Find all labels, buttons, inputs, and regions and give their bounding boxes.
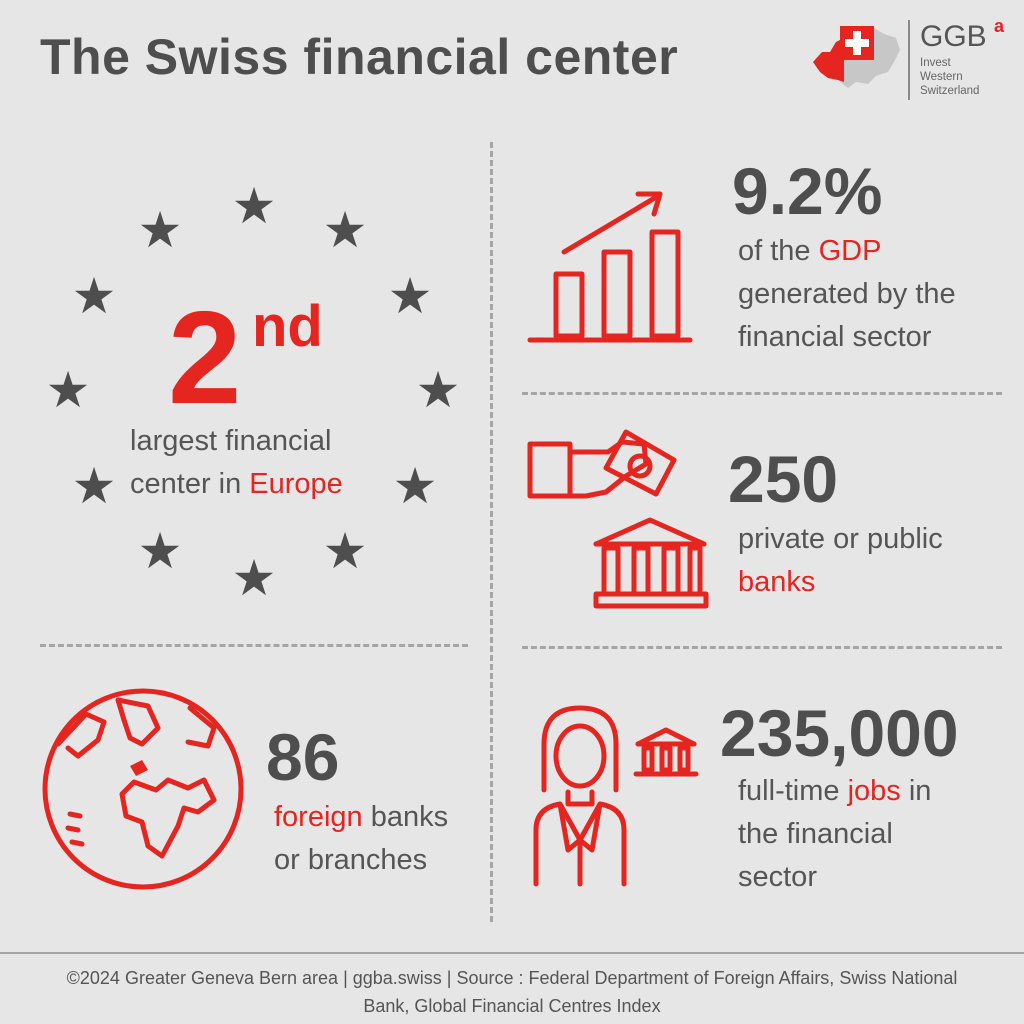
rank-number: 2 bbox=[168, 284, 242, 431]
foreign-line: or branches bbox=[274, 844, 428, 876]
employee-bank-icon bbox=[533, 705, 699, 887]
rank-suffix: nd bbox=[252, 294, 323, 359]
rank-line: center in Europe bbox=[130, 468, 343, 500]
europe-highlight: Europe bbox=[249, 468, 343, 500]
star-icon: ★ bbox=[231, 550, 277, 606]
foreign-highlight: foreign bbox=[274, 801, 363, 833]
foreign-description: foreign banks or branches bbox=[274, 796, 448, 882]
star-icon: ★ bbox=[415, 362, 461, 418]
star-icon: ★ bbox=[71, 268, 117, 324]
star-icon: ★ bbox=[137, 202, 183, 258]
logo-divider bbox=[908, 20, 910, 100]
jobs-description: full-time jobs in the financial sector bbox=[738, 770, 931, 899]
ggba-logo[interactable]: GGB a Invest Western Switzerland bbox=[808, 16, 1008, 106]
gdp-line: financial sector bbox=[738, 321, 932, 353]
swiss-map-logo-icon bbox=[813, 26, 900, 88]
jobs-value: 235,000 bbox=[720, 696, 959, 770]
hand-money-bank-icon bbox=[527, 429, 709, 609]
footer-line: ©2024 Greater Geneva Bern area | ggba.sw… bbox=[66, 968, 958, 988]
star-icon: ★ bbox=[387, 268, 433, 324]
star-icon: ★ bbox=[45, 362, 91, 418]
rank-line: largest financial bbox=[130, 425, 332, 457]
vertical-divider bbox=[490, 142, 493, 922]
rank-description: largest financial center in Europe bbox=[130, 420, 343, 506]
banks-highlight: banks bbox=[738, 566, 816, 598]
horizontal-divider bbox=[522, 646, 1002, 649]
banks-value: 250 bbox=[728, 442, 839, 516]
logo-tagline: Invest Western Switzerland bbox=[920, 56, 1010, 98]
star-icon: ★ bbox=[71, 458, 117, 514]
foreign-value: 86 bbox=[266, 720, 340, 794]
gdp-line: generated by the bbox=[738, 278, 956, 310]
logo-brand-text: GGB bbox=[920, 20, 987, 53]
logo-tagline-line: Switzerland bbox=[920, 85, 980, 97]
jobs-highlight: jobs bbox=[847, 775, 901, 807]
banks-line: banks bbox=[738, 561, 943, 604]
gdp-line: of the GDP bbox=[738, 235, 882, 267]
banks-line: private or public bbox=[738, 523, 943, 555]
jobs-line: full-time jobs in bbox=[738, 775, 932, 807]
horizontal-divider bbox=[522, 392, 1002, 395]
gdp-value: 9.2% bbox=[732, 154, 883, 228]
gdp-description: of the GDP generated by the financial se… bbox=[738, 230, 956, 359]
jobs-line: sector bbox=[738, 861, 817, 893]
globe-icon bbox=[42, 688, 244, 890]
star-icon: ★ bbox=[137, 523, 183, 579]
star-icon: ★ bbox=[322, 523, 368, 579]
gdp-highlight: GDP bbox=[818, 235, 882, 267]
banks-description: private or public banks bbox=[738, 518, 943, 604]
star-icon: ★ bbox=[231, 178, 277, 234]
footer-line: Bank, Global Financial Centres Index bbox=[363, 996, 661, 1016]
page-title: The Swiss financial center bbox=[40, 29, 679, 85]
star-icon: ★ bbox=[392, 458, 438, 514]
logo-tagline-line: Western bbox=[920, 71, 963, 83]
jobs-line: the financial bbox=[738, 818, 893, 850]
logo-superscript: a bbox=[994, 16, 1005, 36]
footer-source: ©2024 Greater Geneva Bern area | ggba.sw… bbox=[0, 952, 1024, 1024]
foreign-line: foreign banks bbox=[274, 801, 449, 833]
bar-chart-growth-icon bbox=[527, 191, 693, 343]
star-icon: ★ bbox=[322, 202, 368, 258]
horizontal-divider bbox=[40, 644, 468, 647]
logo-tagline-line: Invest bbox=[920, 57, 951, 69]
